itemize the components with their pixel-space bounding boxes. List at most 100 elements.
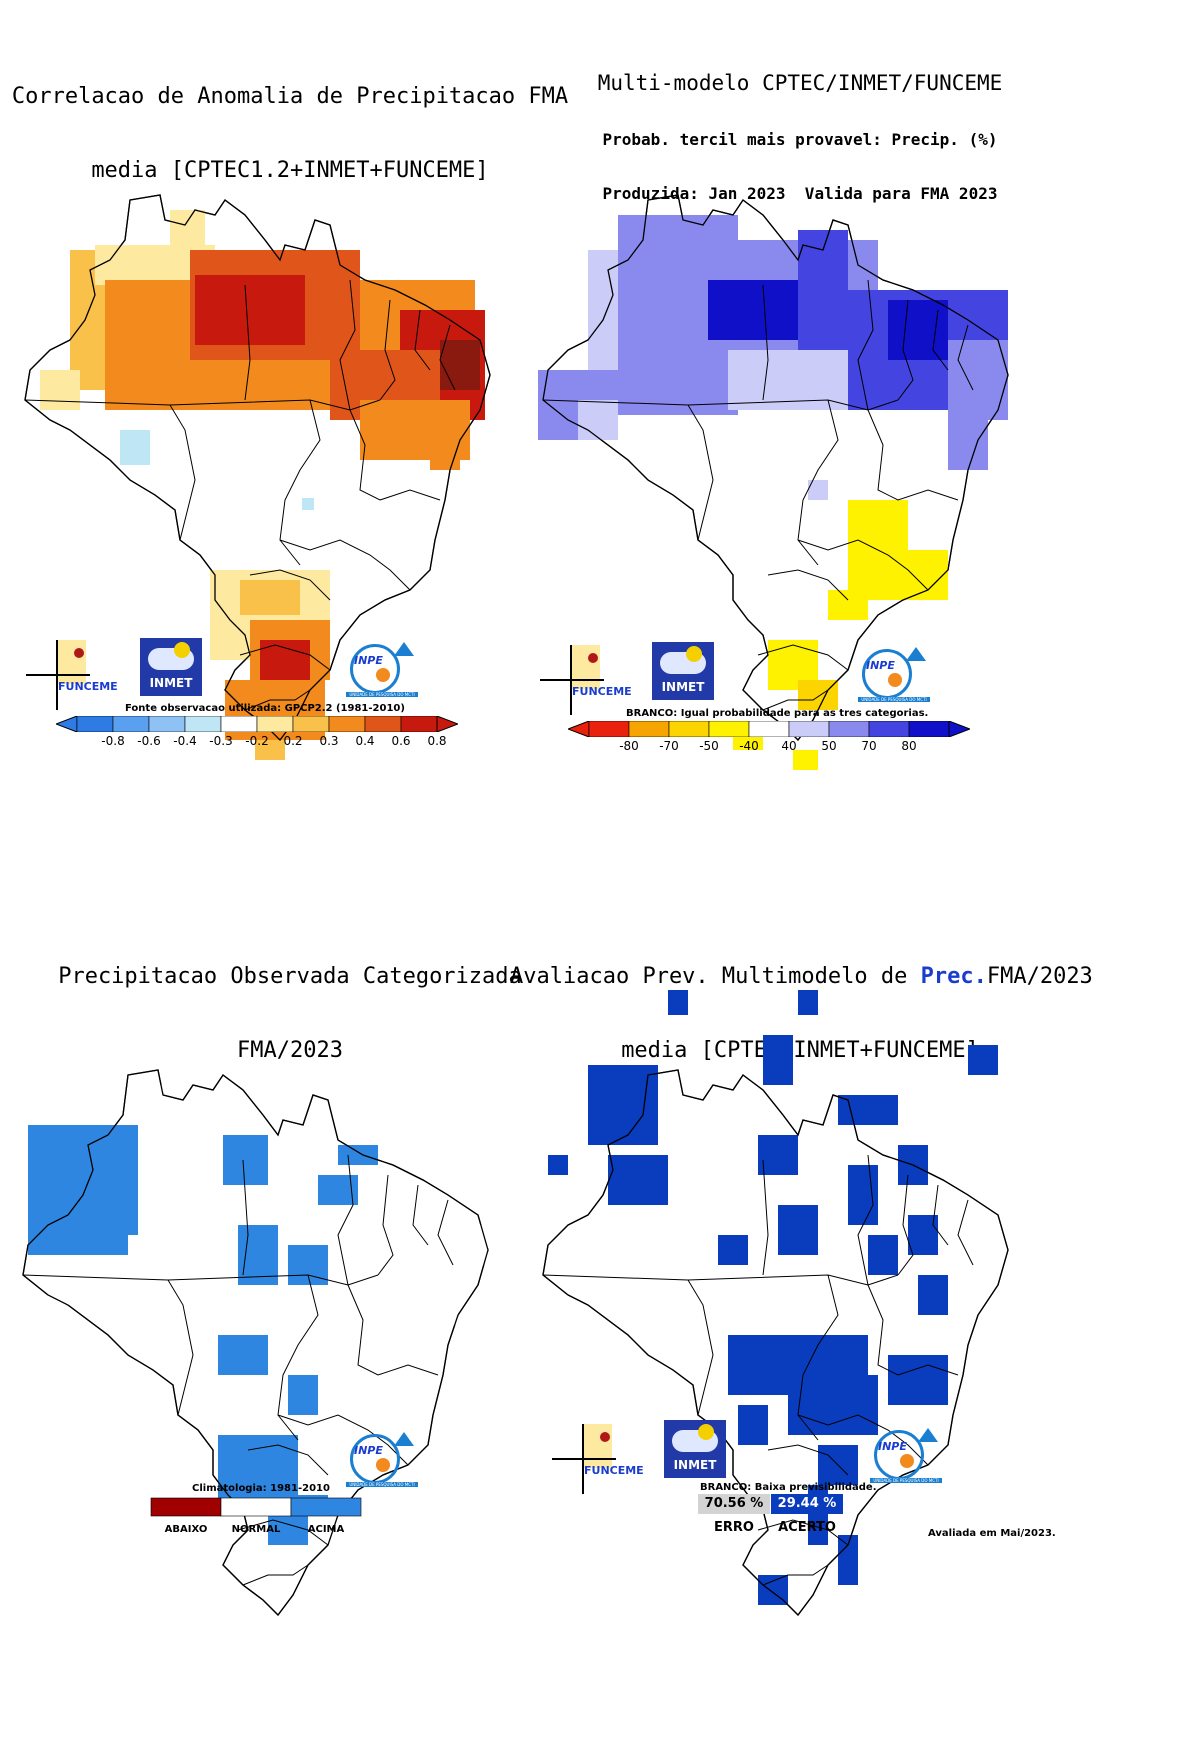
panel1-title-line2: media [CPTEC1.2+INMET+FUNCEME]	[91, 158, 489, 184]
panel3-title-line1: Precipitacao Observada Categorizada	[58, 964, 522, 990]
panel2-title: Multi-modelo CPTEC/INMET/FUNCEME Probab.…	[520, 36, 1080, 221]
colorbar-cell	[76, 716, 114, 732]
category-label: ABAIXO	[164, 1524, 208, 1535]
colorbar-cell	[148, 716, 186, 732]
colorbar-tick-label: 40	[781, 739, 797, 753]
erro-label: ERRO	[714, 1520, 754, 1535]
panel1-title-line1: Correlacao de Anomalia de Precipitacao F…	[11, 84, 569, 110]
panel2-title-line1: Multi-modelo CPTEC/INMET/FUNCEME	[597, 70, 1003, 95]
colorbar-tick-label: -40	[739, 739, 759, 753]
inpe-label: INPE	[354, 1444, 383, 1457]
inmet-label: INMET	[661, 680, 705, 694]
inpe-logo-p3: INPE UNIDADE DE PESQUISA DO MCTI	[346, 1430, 418, 1490]
inpe-label: INPE	[878, 1440, 907, 1453]
inmet-label: INMET	[673, 1458, 717, 1472]
panel1-map	[24, 194, 491, 760]
colorbar-cell	[112, 716, 150, 732]
colorbar-tick-label: -0.4	[173, 734, 197, 748]
colorbar-cell	[364, 716, 402, 732]
category-label: NORMAL	[231, 1524, 281, 1535]
acerto-label: ACERTO	[778, 1520, 836, 1535]
category-label: ACIMA	[307, 1524, 345, 1535]
colorbar-tick-label: -0.6	[137, 734, 161, 748]
colorbar-right-arrow	[948, 721, 970, 737]
colorbar-cell	[628, 721, 670, 737]
footer-evaluation-date: Avaliada em Mai/2023.	[928, 1528, 1056, 1539]
category-swatch	[290, 1497, 362, 1517]
inmet-logo-p2: INMET	[652, 642, 714, 700]
colorbar-cell	[328, 716, 366, 732]
panel4-title-pre: Avaliacao Prev. Multimodelo de	[510, 964, 921, 990]
colorbar-cell	[708, 721, 750, 737]
colorbar-cell	[220, 716, 258, 732]
panel2-colorbar	[568, 721, 970, 737]
colorbar-tick-label: 70	[861, 739, 877, 753]
category-swatch	[220, 1497, 292, 1517]
inpe-sub-label: UNIDADE DE PESQUISA DO MCTI	[858, 697, 930, 702]
colorbar-tick-label: 0.4	[355, 734, 375, 748]
panel4-title: Avaliacao Prev. Multimodelo de Prec.FMA/…	[510, 916, 1093, 1088]
panel4-title-highlight: Prec.	[920, 964, 987, 990]
inpe-logo-p1: INPE UNIDADE DE PESQUISA DO MCTI	[346, 640, 418, 700]
inpe-label: INPE	[866, 659, 895, 672]
panel3-title-line2: FMA/2023	[237, 1038, 343, 1064]
colorbar-tick-label: -80	[619, 739, 639, 753]
panel2-map	[538, 194, 1009, 770]
panel4-map	[542, 990, 1009, 1616]
colorbar-cell	[748, 721, 790, 737]
panel2-title-line2: Probab. tercil mais provavel: Precip. (%…	[602, 130, 998, 150]
panel3-map	[22, 1069, 489, 1616]
inpe-logo-p2: INPE UNIDADE DE PESQUISA DO MCTI	[858, 645, 930, 705]
colorbar-tick-label: 50	[821, 739, 837, 753]
colorbar-tick-label: -50	[699, 739, 719, 753]
inpe-logo-p4: INPE UNIDADE DE PESQUISA DO MCTI	[870, 1426, 942, 1486]
colorbar-tick-label: -70	[659, 739, 679, 753]
erro-value-box: 70.56 %	[698, 1494, 770, 1514]
inmet-logo-p1: INMET	[140, 638, 202, 696]
colorbar-cell	[256, 716, 294, 732]
colorbar-right-arrow	[436, 716, 458, 732]
colorbar-tick-label: 0.3	[319, 734, 339, 748]
colorbar-cell	[668, 721, 710, 737]
panel1-map-fill	[24, 194, 491, 760]
panel1-title: Correlacao de Anomalia de Precipitacao F…	[0, 36, 580, 208]
panel2-title-line3: Produzida: Jan 2023 Valida para FMA 2023	[602, 183, 998, 203]
funceme-label: FUNCEME	[572, 685, 632, 698]
category-swatch	[150, 1497, 222, 1517]
colorbar-tick-label: 0.2	[283, 734, 303, 748]
panel1-legend-caption: Fonte observacao utilizada: GPCP2.2 (198…	[125, 703, 405, 714]
colorbar-tick-label: -0.3	[209, 734, 233, 748]
inmet-label: INMET	[149, 676, 193, 690]
panel3-title: Precipitacao Observada Categorizada FMA/…	[0, 916, 580, 1088]
inpe-sub-label: UNIDADE DE PESQUISA DO MCTI	[346, 692, 418, 697]
panel4-title-post: FMA/2023	[986, 964, 1093, 990]
inpe-sub-label: UNIDADE DE PESQUISA DO MCTI	[870, 1478, 942, 1483]
colorbar-cell	[588, 721, 630, 737]
colorbar-tick-label: -0.8	[101, 734, 125, 748]
colorbar-cell	[788, 721, 830, 737]
panel3-colorbar	[150, 1497, 362, 1517]
colorbar-cell	[184, 716, 222, 732]
panel2-legend-caption: BRANCO: Igual probabilidade para as tres…	[626, 708, 929, 719]
inpe-sub-label: UNIDADE DE PESQUISA DO MCTI	[346, 1482, 418, 1487]
panel3-legend-caption: Climatologia: 1981-2010	[192, 1483, 330, 1494]
colorbar-cell	[292, 716, 330, 732]
colorbar-cell	[828, 721, 870, 737]
inpe-label: INPE	[354, 654, 383, 667]
colorbar-tick-label: -0.2	[245, 734, 269, 748]
colorbar-tick-label: 80	[901, 739, 917, 753]
funceme-label: FUNCEME	[58, 680, 118, 693]
colorbar-left-arrow	[56, 716, 78, 732]
acerto-value-box: 29.44 %	[771, 1494, 843, 1514]
panel4-legend-caption: BRANCO: Baixa previsibilidade.	[700, 1482, 877, 1493]
funceme-logo-p1: FUNCEME	[26, 640, 118, 710]
inmet-logo-p4: INMET	[664, 1420, 726, 1478]
colorbar-cell	[908, 721, 950, 737]
funceme-label: FUNCEME	[584, 1464, 644, 1477]
panel4-title-line1: Avaliacao Prev. Multimodelo de Prec.FMA/…	[510, 964, 1093, 990]
funceme-logo-p4: FUNCEME	[552, 1424, 644, 1494]
colorbar-cell	[400, 716, 438, 732]
funceme-logo-p2: FUNCEME	[540, 645, 632, 715]
colorbar-tick-label: 0.6	[391, 734, 411, 748]
panel4-title-line2: media [CPTEC+INMET+FUNCEME]	[621, 1038, 979, 1064]
